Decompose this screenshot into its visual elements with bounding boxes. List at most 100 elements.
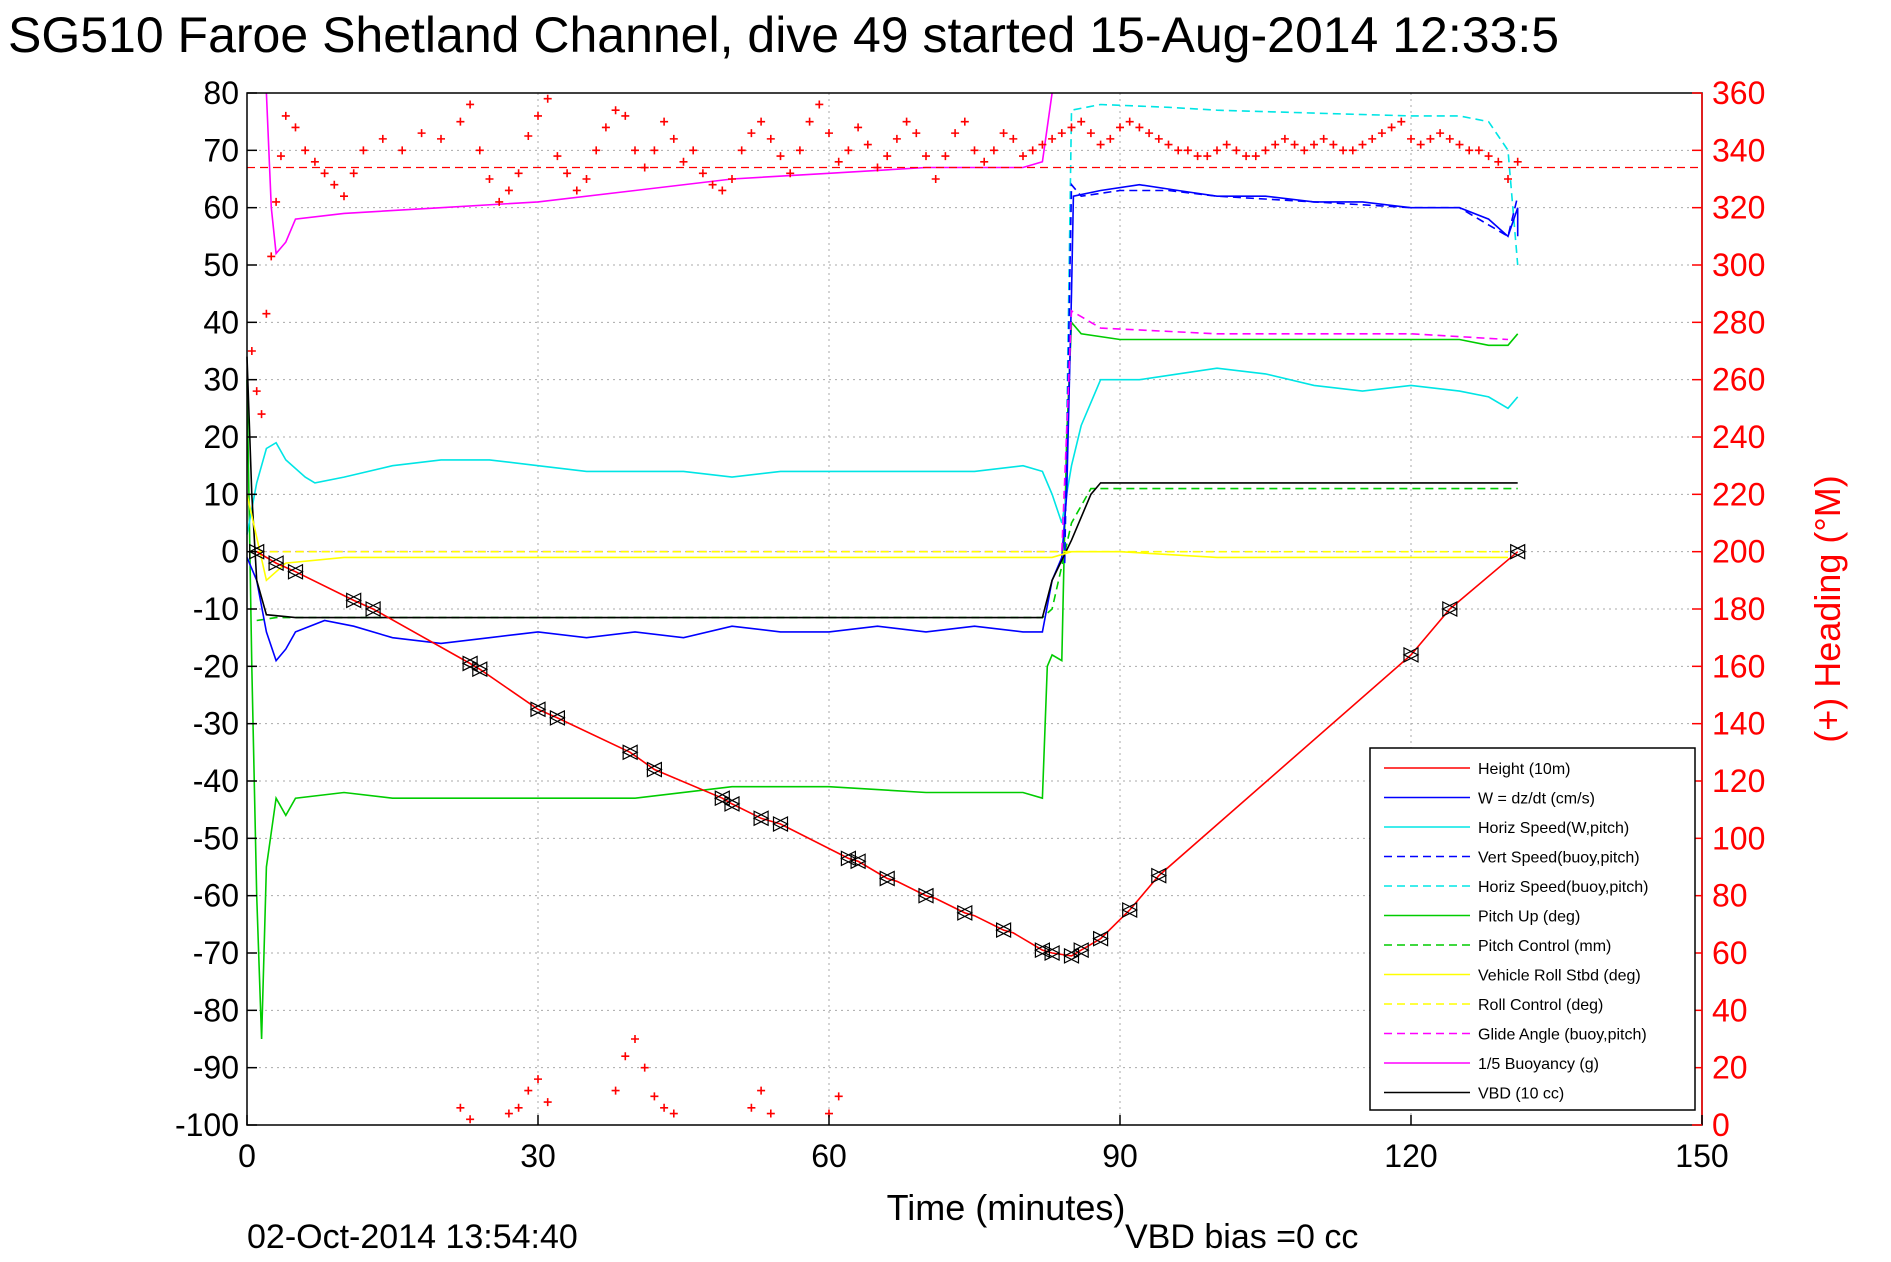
heading-marker xyxy=(1436,129,1445,138)
heading-marker xyxy=(931,175,940,183)
heading-marker xyxy=(1086,129,1095,138)
heading-marker xyxy=(611,1086,620,1095)
heading-marker xyxy=(1310,140,1318,149)
heading-marker xyxy=(1038,140,1047,149)
heading-marker xyxy=(349,169,358,178)
heading-marker xyxy=(1251,152,1260,161)
heading-marker xyxy=(1019,152,1027,161)
y-tick-label: -30 xyxy=(193,706,239,742)
y-right-tick-label: 340 xyxy=(1712,132,1765,168)
legend-entry-label: 1/5 Buoyancy (g) xyxy=(1478,1056,1599,1073)
heading-marker xyxy=(1329,140,1338,149)
heading-marker xyxy=(1232,146,1241,155)
heading-marker xyxy=(970,146,979,155)
triangle-marker xyxy=(364,601,382,617)
triangle-marker xyxy=(878,870,896,887)
y-tick-label: 40 xyxy=(203,304,239,340)
heading-marker xyxy=(563,169,572,178)
heading-marker xyxy=(1358,140,1367,149)
y-right-tick-label: 100 xyxy=(1712,820,1765,856)
legend: Height (10m) W = dz/dt (cm/s) Horiz Speed(… xyxy=(1369,747,1696,1111)
heading-marker xyxy=(795,146,804,155)
heading-marker xyxy=(1494,157,1503,166)
heading-marker xyxy=(601,123,610,132)
heading-marker xyxy=(1387,123,1396,132)
triangle-marker xyxy=(1441,601,1459,617)
heading-marker xyxy=(737,146,746,155)
heading-marker xyxy=(1377,129,1386,138)
heading-marker xyxy=(495,197,504,206)
heading-marker xyxy=(1504,175,1512,183)
heading-marker xyxy=(980,157,989,166)
heading-marker xyxy=(960,117,969,126)
triangle-marker xyxy=(956,904,974,921)
heading-marker xyxy=(1213,146,1221,155)
series-line xyxy=(246,367,1519,535)
y-tick-label: -40 xyxy=(193,763,239,799)
heading-marker xyxy=(572,186,581,195)
triangle-marker xyxy=(267,555,285,572)
heading-marker xyxy=(1048,134,1057,143)
legend-entry-label: Pitch Control (mm) xyxy=(1478,938,1611,955)
y-tick-label: 80 xyxy=(203,75,239,111)
y-tick-label: 70 xyxy=(203,132,239,168)
heading-marker xyxy=(747,1103,756,1112)
y-right-tick-label: 360 xyxy=(1712,75,1765,111)
y-right-tick-label: 80 xyxy=(1712,878,1748,914)
triangle-marker xyxy=(1402,646,1420,663)
heading-marker xyxy=(989,146,998,155)
heading-marker xyxy=(786,169,795,178)
heading-marker xyxy=(514,1103,523,1112)
triangle-marker xyxy=(917,887,935,904)
heading-marker xyxy=(776,152,785,161)
triangle-marker xyxy=(995,922,1012,939)
heading-marker xyxy=(247,347,256,355)
heading-marker xyxy=(1174,146,1183,155)
y-right-tick-label: 240 xyxy=(1712,419,1765,455)
heading-marker xyxy=(524,1086,533,1095)
triangle-marker xyxy=(529,701,547,718)
heading-marker xyxy=(912,129,921,138)
x-tick-label: 30 xyxy=(520,1138,556,1174)
chart-title: SG510 Faroe Shetland Channel, dive 49 st… xyxy=(8,7,1559,63)
heading-marker xyxy=(1300,146,1309,155)
vbd-bias-label: VBD bias =0 cc xyxy=(1125,1218,1358,1256)
heading-marker xyxy=(267,252,276,261)
legend-entry-label: Horiz Speed(W,pitch) xyxy=(1478,820,1629,837)
x-tick-label: 90 xyxy=(1102,1138,1138,1174)
legend-entry-label: Roll Control (deg) xyxy=(1478,997,1603,1014)
triangle-marker xyxy=(1509,543,1527,560)
heading-marker xyxy=(611,106,620,115)
axis-ticks: 0 30 60 90 120 15080706050403020100-10-20-30-… xyxy=(175,75,1765,1174)
y-tick-label: -90 xyxy=(193,1050,239,1086)
heading-marker xyxy=(485,175,494,183)
heading-marker xyxy=(1067,123,1076,132)
heading-marker xyxy=(922,152,930,161)
heading-marker xyxy=(757,117,766,126)
heading-marker xyxy=(1096,140,1105,149)
heading-marker xyxy=(650,1092,659,1101)
heading-marker xyxy=(378,134,387,143)
heading-marker xyxy=(1368,134,1377,143)
heading-marker xyxy=(1009,134,1018,143)
x-tick-label: 60 xyxy=(811,1138,847,1174)
right-axis-label: (+) Heading (°M) xyxy=(1807,475,1848,742)
y-right-tick-label: 260 xyxy=(1712,362,1765,398)
y-tick-label: 30 xyxy=(203,362,239,398)
heading-marker xyxy=(1145,129,1154,138)
y-right-tick-label: 320 xyxy=(1712,190,1765,226)
triangle-marker xyxy=(471,661,489,678)
heading-marker xyxy=(504,1109,513,1118)
heading-marker xyxy=(805,117,814,126)
heading-marker xyxy=(1116,123,1124,132)
heading-marker xyxy=(330,180,339,189)
y-tick-label: -20 xyxy=(193,648,239,684)
y-tick-label: -100 xyxy=(175,1107,239,1143)
heading-marker xyxy=(466,1115,475,1124)
heading-marker xyxy=(1416,140,1425,149)
heading-marker xyxy=(1183,146,1192,155)
y-tick-label: 0 xyxy=(221,534,239,570)
heading-marker xyxy=(466,100,475,109)
y-tick-label: -50 xyxy=(193,820,239,856)
